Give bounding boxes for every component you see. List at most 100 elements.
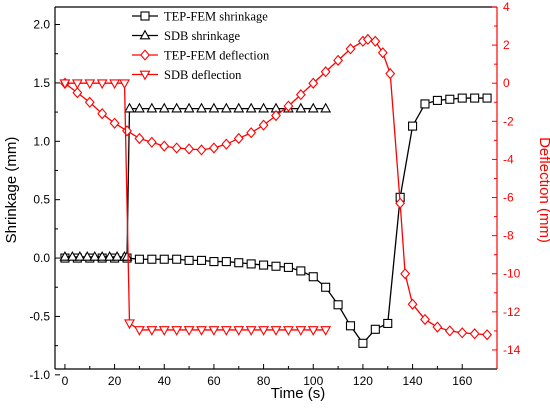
right-y-tick-label: 2 — [503, 38, 510, 52]
triangle-down-marker — [183, 326, 195, 336]
triangle-down-marker — [220, 326, 232, 336]
series-tep-fem-deflection — [60, 33, 492, 341]
diamond-marker — [258, 119, 269, 131]
diamond-marker — [457, 327, 468, 339]
diamond-marker — [469, 328, 480, 340]
diamond-marker — [377, 47, 388, 59]
triangle-up-marker — [158, 102, 170, 113]
x-tick-label: 40 — [158, 374, 172, 388]
triangle-up-marker — [208, 102, 220, 113]
diamond-marker — [208, 142, 219, 154]
square-marker — [358, 338, 368, 348]
series-sdb-shrinkage — [59, 102, 332, 261]
triangle-up-marker — [89, 250, 101, 261]
triangle-up-marker — [233, 102, 245, 113]
triangle-down-marker — [146, 326, 158, 336]
diamond-marker — [134, 132, 145, 145]
diamond-marker — [84, 96, 95, 108]
left-y-axis: -1.0 -0.5 0.0 0.5 1.0 1.5 2.0 — [29, 18, 60, 382]
triangle-down-marker — [133, 326, 145, 336]
square-marker — [134, 254, 144, 264]
plot-frame — [54, 6, 498, 370]
left-y-tick-label: 1.5 — [33, 76, 50, 90]
x-tick-label: 80 — [257, 374, 271, 388]
triangle-down-marker — [171, 326, 183, 336]
triangle-up-marker — [220, 102, 232, 113]
triangle-down-marker — [282, 326, 294, 336]
square-marker — [283, 262, 293, 272]
diamond-marker — [400, 268, 411, 280]
left-y-tick-label: -0.5 — [29, 309, 50, 323]
x-tick-label: 160 — [452, 374, 472, 388]
triangle-down-marker — [84, 79, 96, 90]
x-axis: 0 20 40 60 80 100 120 140 160 — [62, 364, 473, 388]
square-marker — [470, 93, 480, 103]
diamond-marker — [320, 66, 331, 78]
left-y-axis-title: Shrinkage (mm) — [3, 137, 20, 244]
square-marker — [296, 266, 306, 276]
triangle-up-marker — [245, 102, 257, 113]
diamond-marker — [395, 197, 406, 209]
diamond-marker — [385, 68, 396, 80]
triangle-up-marker — [104, 250, 116, 261]
square-marker — [333, 300, 343, 310]
triangle-up-marker — [183, 102, 195, 113]
diamond-marker — [308, 77, 319, 89]
diamond-marker — [370, 35, 381, 47]
diamond-marker — [159, 140, 170, 152]
diamond-marker — [432, 321, 443, 333]
right-y-tick-label: -12 — [503, 305, 521, 319]
triangle-down-marker — [96, 79, 108, 90]
triangle-down-marker — [258, 326, 270, 336]
triangle-down-marker — [270, 326, 282, 336]
right-y-tick-label: 0 — [503, 76, 510, 90]
square-marker — [420, 99, 430, 109]
triangle-down-marker — [109, 79, 121, 90]
legend: TEP-FEM shrinkage SDB shrinkage TEP-FEM de… — [132, 10, 270, 82]
diamond-marker — [233, 132, 244, 145]
diamond-marker — [72, 87, 83, 99]
triangle-down-marker — [307, 326, 319, 336]
triangle-up-marker — [59, 250, 71, 261]
diamond-marker — [271, 109, 281, 122]
triangle-up-marker — [171, 102, 183, 113]
left-y-tick-label: 1.0 — [33, 134, 50, 148]
diamond-marker — [221, 138, 232, 150]
diamond-marker — [184, 143, 195, 155]
square-marker — [159, 254, 169, 264]
diamond-marker — [171, 142, 182, 154]
legend-label: SDB deflection — [164, 68, 242, 82]
legend-item: TEP-FEM deflection — [132, 49, 270, 63]
triangle-up-marker — [133, 102, 145, 113]
square-marker — [457, 93, 467, 103]
triangle-up-marker — [295, 102, 307, 113]
triangle-down-marker — [233, 326, 245, 336]
right-y-tick-label: -4 — [503, 152, 514, 166]
x-tick-label: 100 — [303, 374, 323, 388]
right-y-tick-label: -8 — [503, 229, 514, 243]
left-y-tick-label: -1.0 — [29, 368, 50, 382]
x-tick-label: 120 — [353, 374, 373, 388]
diamond-marker — [295, 89, 306, 101]
square-marker — [321, 282, 331, 292]
triangle-down-marker — [158, 326, 170, 336]
triangle-up-marker — [96, 250, 108, 261]
square-marker — [308, 272, 318, 282]
square-marker — [221, 257, 231, 267]
square-marker — [383, 318, 393, 329]
diamond-marker — [345, 43, 356, 55]
triangle-down-marker — [59, 79, 71, 90]
triangle-up-marker — [196, 102, 207, 113]
series-line — [64, 107, 326, 258]
right-y-tick-label: -14 — [503, 343, 521, 357]
series-sdb-deflection — [59, 79, 332, 336]
square-marker — [196, 255, 207, 265]
square-marker — [246, 259, 256, 269]
legend-item: TEP-FEM shrinkage — [132, 10, 268, 24]
series-line — [64, 82, 326, 331]
diamond-marker — [482, 329, 492, 341]
legend-label: TEP-FEM shrinkage — [164, 10, 268, 24]
square-marker — [259, 260, 269, 270]
x-tick-label: 140 — [403, 374, 423, 388]
